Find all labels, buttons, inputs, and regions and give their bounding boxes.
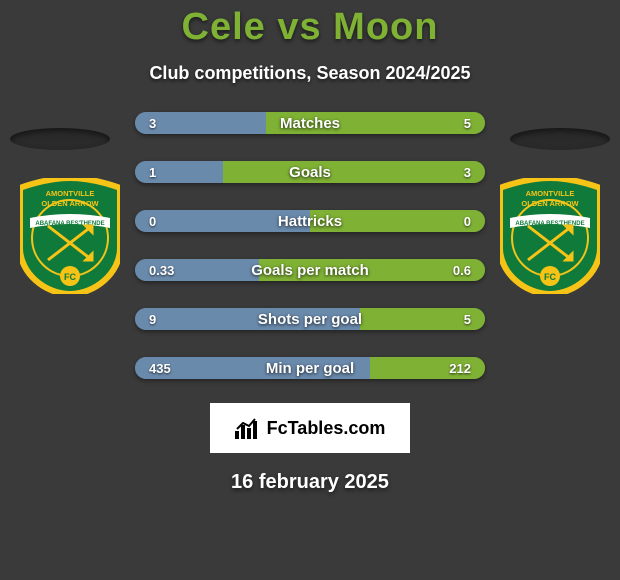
player-shadow-right [510,128,610,150]
brand-badge: FcTables.com [210,403,410,453]
brand-icon [235,417,261,439]
club-crest-right: AMONTVILLE OLDEN ARROW ABAFANA BES'THEND… [500,178,600,294]
club-crest-left: AMONTVILLE OLDEN ARROW ABAFANA BES'THEND… [20,178,120,294]
stat-label: Hattricks [135,210,485,232]
stat-label: Matches [135,112,485,134]
stat-label: Min per goal [135,357,485,379]
svg-text:OLDEN ARROW: OLDEN ARROW [521,199,579,208]
stat-row: 0.33 0.6 Goals per match [135,259,485,281]
stat-row: 435 212 Min per goal [135,357,485,379]
svg-text:FC: FC [64,272,76,282]
svg-text:AMONTVILLE: AMONTVILLE [46,189,95,198]
stat-label: Shots per goal [135,308,485,330]
page-title: Cele vs Moon [0,0,620,49]
svg-text:OLDEN ARROW: OLDEN ARROW [41,199,99,208]
svg-text:ABAFANA BES'THENDE: ABAFANA BES'THENDE [515,221,584,227]
comparison-bars: 3 5 Matches 1 3 Goals 0 0 Hattricks 0.33… [135,112,485,379]
svg-text:AMONTVILLE: AMONTVILLE [526,189,575,198]
stat-label: Goals [135,161,485,183]
date-text: 16 february 2025 [0,471,620,494]
stat-row: 1 3 Goals [135,161,485,183]
brand-text: FcTables.com [267,418,386,439]
subtitle: Club competitions, Season 2024/2025 [0,63,620,84]
stat-row: 9 5 Shots per goal [135,308,485,330]
player-shadow-left [10,128,110,150]
svg-text:FC: FC [544,272,556,282]
svg-text:ABAFANA BES'THENDE: ABAFANA BES'THENDE [35,221,104,227]
stat-label: Goals per match [135,259,485,281]
stat-row: 0 0 Hattricks [135,210,485,232]
stat-row: 3 5 Matches [135,112,485,134]
